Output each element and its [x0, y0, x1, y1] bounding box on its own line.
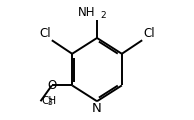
Text: O: O	[48, 79, 57, 92]
Text: 2: 2	[100, 11, 106, 20]
Text: Cl: Cl	[143, 27, 155, 40]
Text: NH: NH	[78, 6, 96, 19]
Text: 3: 3	[48, 98, 53, 107]
Text: Cl: Cl	[39, 27, 51, 40]
Text: CH: CH	[41, 96, 56, 106]
Text: N: N	[92, 102, 102, 115]
